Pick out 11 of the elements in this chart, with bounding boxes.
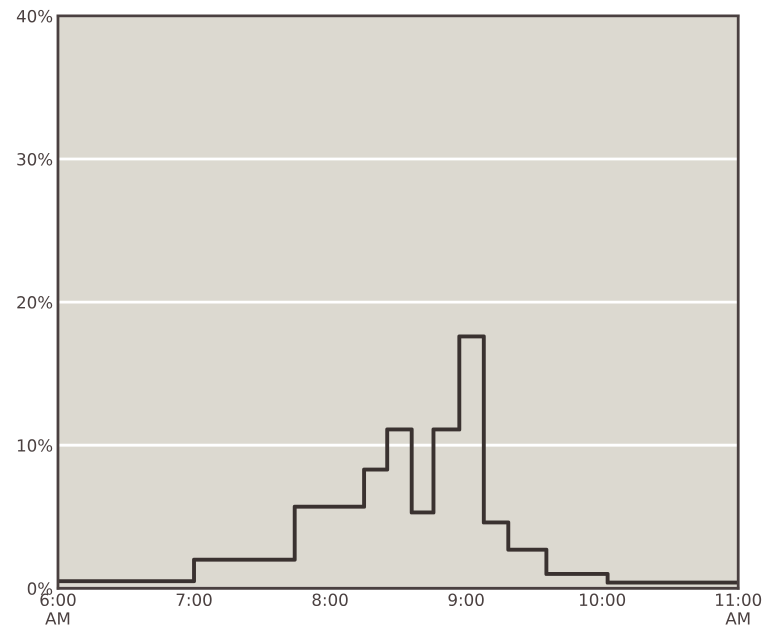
x-tick-label: 8:00	[312, 593, 348, 606]
x-tick-label: 7:00	[176, 593, 212, 606]
x-tick-label: 10:00	[580, 593, 626, 606]
x-tick-label: 9:00	[448, 593, 484, 606]
x-tick-label: 11:00 AM	[716, 593, 762, 624]
y-tick-label: 40%	[16, 10, 52, 22]
x-tick-label: 6:00 AM	[40, 593, 76, 624]
y-tick-label: 10%	[18, 439, 52, 452]
y-tick-label: 30%	[17, 152, 52, 166]
y-tick-label: 0%	[28, 582, 52, 595]
y-tick-label: 20%	[17, 296, 52, 309]
